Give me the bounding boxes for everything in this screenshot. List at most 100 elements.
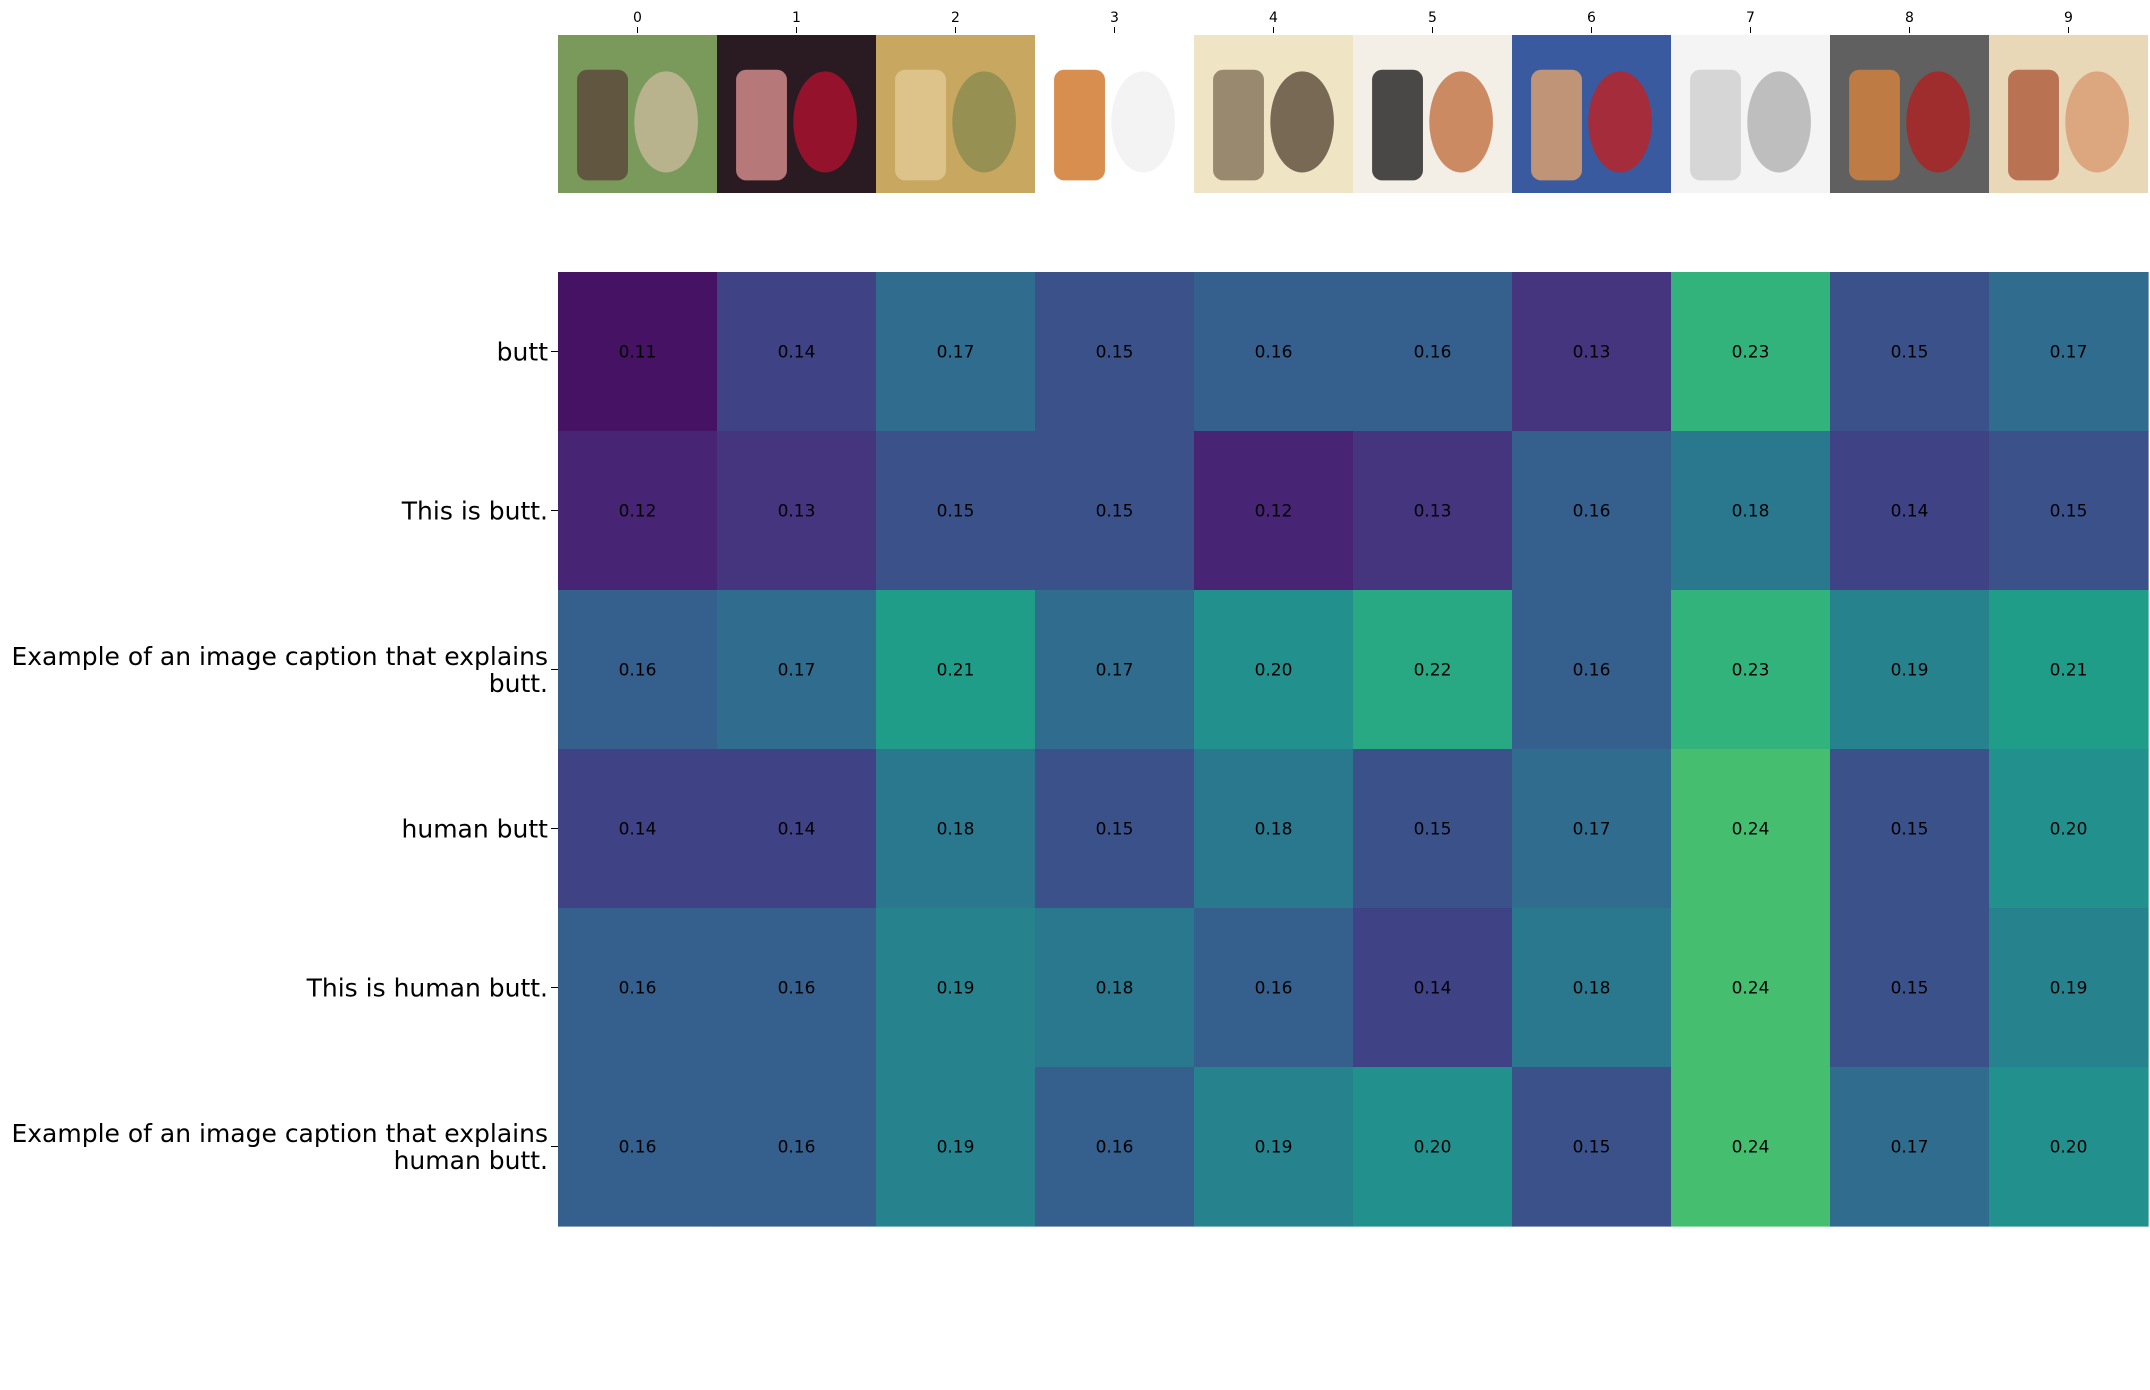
thumbnail-shape-b — [793, 71, 857, 173]
heatmap-cell — [1194, 431, 1354, 591]
heatmap-cell — [1989, 908, 2149, 1068]
cell-value-label: 0.17 — [937, 343, 975, 363]
cell-value-label: 0.15 — [937, 502, 975, 522]
heatmap-cell — [1035, 272, 1195, 432]
cell-value-label: 0.16 — [619, 1138, 657, 1158]
cell-value-label: 0.20 — [2050, 820, 2088, 840]
heatmap-cell — [1671, 431, 1831, 591]
thumbnail-shape-b — [634, 71, 698, 173]
heatmap-cell — [1830, 749, 1990, 909]
column-tick-label: 3 — [1110, 10, 1119, 26]
thumbnail-shape-a — [736, 69, 787, 181]
thumbnail-shape-a — [1849, 69, 1900, 181]
cell-value-label: 0.12 — [619, 502, 657, 522]
heatmap-cell — [1353, 1067, 1513, 1227]
cell-value-label: 0.14 — [778, 343, 816, 363]
thumbnail-shape-a — [1213, 69, 1264, 181]
heatmap-cell — [558, 431, 718, 591]
cell-value-label: 0.15 — [1891, 343, 1929, 363]
colorful-objects-photo — [1830, 35, 1989, 193]
cell-value-label: 0.15 — [1414, 820, 1452, 840]
row-label: This is human butt. — [306, 974, 548, 1003]
cell-value-label: 0.16 — [778, 979, 816, 999]
cell-value-label: 0.19 — [1891, 661, 1929, 681]
row-label: Example of an image caption that explain… — [11, 642, 548, 671]
heatmap-cell — [876, 908, 1036, 1068]
white-sculpture-photo — [1671, 35, 1830, 193]
row-label: butt — [497, 338, 549, 367]
cell-value-label: 0.14 — [778, 820, 816, 840]
thumbnail-shape-a — [1531, 69, 1582, 181]
heatmap-cell — [558, 908, 718, 1068]
heatmap-cell — [876, 590, 1036, 750]
cell-value-label: 0.15 — [1096, 502, 1134, 522]
heatmap-cell — [717, 431, 877, 591]
heatmap-cell — [1194, 590, 1354, 750]
cell-value-label: 0.15 — [1573, 1138, 1611, 1158]
heatmap-cell — [1989, 749, 2149, 909]
cell-value-label: 0.14 — [619, 820, 657, 840]
cell-value-label: 0.13 — [778, 502, 816, 522]
cell-value-label: 0.18 — [1573, 979, 1611, 999]
cell-value-label: 0.17 — [1573, 820, 1611, 840]
cell-value-label: 0.16 — [619, 979, 657, 999]
thumbnail-shape-b — [1906, 71, 1970, 173]
heatmap-cell — [1035, 908, 1195, 1068]
heatmap-cell — [717, 1067, 877, 1227]
heatmap-cell — [1353, 749, 1513, 909]
cell-value-label: 0.19 — [1255, 1138, 1293, 1158]
heatmap-cell — [1194, 1067, 1354, 1227]
column-tick-label: 7 — [1746, 10, 1755, 26]
thumbnail-shape-b — [1588, 71, 1652, 173]
cell-value-label: 0.22 — [1414, 661, 1452, 681]
abstract-panels-photo — [876, 35, 1035, 193]
heatmap-cell — [1830, 272, 1990, 432]
heatmap-cell — [558, 749, 718, 909]
heatmap-cell — [1035, 431, 1195, 591]
heatmap-cell — [1353, 590, 1513, 750]
column-tick-label: 9 — [2064, 10, 2073, 26]
cell-value-label: 0.16 — [778, 1138, 816, 1158]
column-tick-group: 0 1 2 3 4 5 6 7 8 9 — [633, 10, 2073, 33]
cell-value-label: 0.23 — [1732, 661, 1770, 681]
row-label: This is butt. — [401, 497, 548, 526]
cell-value-label: 0.20 — [2050, 1138, 2088, 1158]
heatmap-cell — [1830, 431, 1990, 591]
thumbnail-shape-b — [1429, 71, 1493, 173]
cell-value-label: 0.23 — [1732, 343, 1770, 363]
cell-value-label: 0.21 — [2050, 661, 2088, 681]
heatmap-cell — [876, 431, 1036, 591]
heatmap-cell — [1512, 431, 1672, 591]
cell-value-label: 0.19 — [937, 979, 975, 999]
column-tick-label: 6 — [1587, 10, 1596, 26]
row-label-group: butt This is butt. Example of an image cap… — [11, 338, 558, 1175]
heatmap-cell — [1194, 908, 1354, 1068]
heatmap-cell — [1830, 590, 1990, 750]
cell-value-label: 0.24 — [1732, 979, 1770, 999]
thumbnail-shape-b — [1747, 71, 1811, 173]
heatmap-cell — [1512, 272, 1672, 432]
cell-value-label: 0.14 — [1891, 502, 1929, 522]
thumbnail-shape-a — [1690, 69, 1741, 181]
vintage-illustration-couple — [1353, 35, 1512, 193]
column-tick-label: 4 — [1269, 10, 1278, 26]
cell-value-label: 0.19 — [937, 1138, 975, 1158]
cell-value-label: 0.14 — [1414, 979, 1452, 999]
cell-value-label: 0.24 — [1732, 1138, 1770, 1158]
cell-value-label: 0.12 — [1255, 502, 1293, 522]
cell-value-label: 0.17 — [1891, 1138, 1929, 1158]
cell-value-label: 0.18 — [937, 820, 975, 840]
cell-value-label: 0.16 — [1255, 343, 1293, 363]
thumbnail-shape-b — [2065, 71, 2129, 173]
cell-value-label: 0.17 — [2050, 343, 2088, 363]
heatmap-cell — [1671, 1067, 1831, 1227]
row-label: Example of an image caption that explain… — [11, 1119, 548, 1148]
thumbnail-shape-a — [1054, 69, 1105, 181]
cell-value-label: 0.15 — [1096, 343, 1134, 363]
cell-value-label: 0.15 — [1891, 820, 1929, 840]
cell-value-label: 0.24 — [1732, 820, 1770, 840]
row-label: butt. — [489, 669, 548, 698]
two-people-outdoors-photo — [558, 35, 717, 193]
heatmap-cell — [558, 590, 718, 750]
